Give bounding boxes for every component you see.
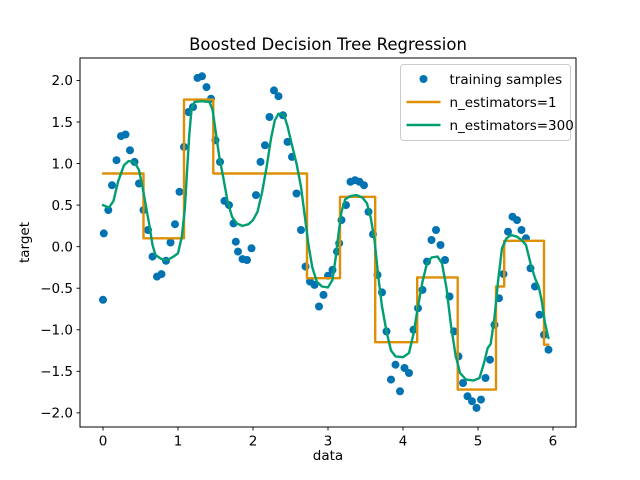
- training-sample-point: [126, 146, 134, 155]
- y-tick-label: 2.0: [52, 73, 73, 89]
- training-sample-point: [396, 387, 404, 396]
- training-sample-point: [436, 241, 445, 249]
- training-sample-point: [121, 130, 130, 139]
- y-tick-label: −2.0: [40, 406, 73, 422]
- legend-label: training samples: [450, 72, 563, 88]
- training-sample-point: [387, 375, 395, 384]
- training-sample-point: [481, 374, 490, 382]
- training-sample-point: [202, 83, 211, 92]
- y-tick-label: 0.0: [52, 239, 73, 255]
- y-tick-label: −1.0: [40, 323, 73, 339]
- y-tick-label: 1.0: [52, 156, 73, 172]
- chart-title: Boosted Decision Tree Regression: [189, 35, 467, 54]
- training-sample-point: [265, 113, 274, 121]
- x-tick-label: 5: [474, 434, 483, 450]
- training-sample-point: [360, 181, 368, 190]
- training-sample-point: [99, 295, 107, 304]
- training-sample-point: [517, 226, 526, 234]
- legend-frame: [400, 64, 571, 141]
- training-sample-point: [171, 220, 179, 229]
- y-axis-label: target: [17, 222, 33, 263]
- x-axis-label: data: [313, 448, 343, 464]
- line-n-estimators-300: [101, 100, 550, 382]
- training-sample-point: [477, 395, 485, 404]
- training-sample-point: [535, 310, 544, 319]
- training-sample-point: [315, 302, 323, 311]
- x-tick-label: 4: [399, 434, 408, 450]
- training-sample-point: [243, 256, 251, 264]
- training-sample-point: [468, 397, 476, 406]
- training-sample-point: [441, 256, 449, 264]
- training-sample-point: [513, 216, 521, 225]
- training-sample-point: [504, 227, 512, 236]
- training-sample-point: [486, 355, 494, 364]
- training-sample-point: [472, 403, 481, 412]
- training-sample-point: [544, 345, 553, 354]
- training-sample-point: [459, 379, 467, 387]
- training-sample-point: [427, 236, 436, 244]
- legend-label: n_estimators=1: [450, 95, 557, 111]
- training-sample-point: [198, 72, 206, 81]
- line-n-estimators-1: [101, 98, 550, 391]
- legend-marker-dot: [419, 75, 428, 83]
- training-sample-point: [175, 187, 184, 196]
- training-sample-point: [166, 238, 175, 247]
- training-sample-point: [319, 290, 328, 299]
- x-tick-label: 2: [249, 434, 258, 450]
- x-axis-ticks: [102, 427, 554, 431]
- training-sample-point: [292, 189, 301, 198]
- training-sample-point: [234, 247, 242, 256]
- x-tick-label: 1: [174, 434, 183, 450]
- legend-label: n_estimators=300: [450, 118, 574, 134]
- training-sample-point: [301, 262, 310, 271]
- training-sample-point: [247, 244, 256, 253]
- training-sample-point: [270, 86, 278, 95]
- training-sample-point: [256, 157, 265, 166]
- training-sample-point: [252, 191, 260, 200]
- training-sample-point: [108, 181, 116, 190]
- x-tick-label: 3: [324, 434, 333, 450]
- y-tick-label: 1.5: [52, 115, 73, 131]
- axes-spines: [79, 57, 577, 428]
- y-tick-label: −1.5: [40, 364, 73, 380]
- training-sample-point: [112, 156, 121, 165]
- x-tick-label: 6: [549, 434, 558, 450]
- training-sample-point: [261, 141, 269, 150]
- training-sample-point: [99, 229, 108, 238]
- scatter-series-training-samples: [99, 72, 553, 412]
- training-sample-point: [297, 226, 305, 234]
- legend: training samples n_estimators=1 n_estimato…: [400, 64, 574, 141]
- training-sample-point: [283, 137, 292, 146]
- training-sample-point: [231, 237, 240, 246]
- training-sample-point: [391, 360, 400, 369]
- training-sample-point: [274, 92, 283, 101]
- y-tick-label: −0.5: [40, 281, 73, 297]
- y-axis-ticks: [76, 79, 80, 414]
- x-tick-label: 0: [99, 434, 108, 450]
- training-sample-point: [104, 206, 113, 215]
- y-tick-label: 0.5: [52, 198, 73, 214]
- training-sample-point: [157, 270, 166, 279]
- training-sample-point: [405, 369, 413, 377]
- training-sample-point: [432, 226, 440, 234]
